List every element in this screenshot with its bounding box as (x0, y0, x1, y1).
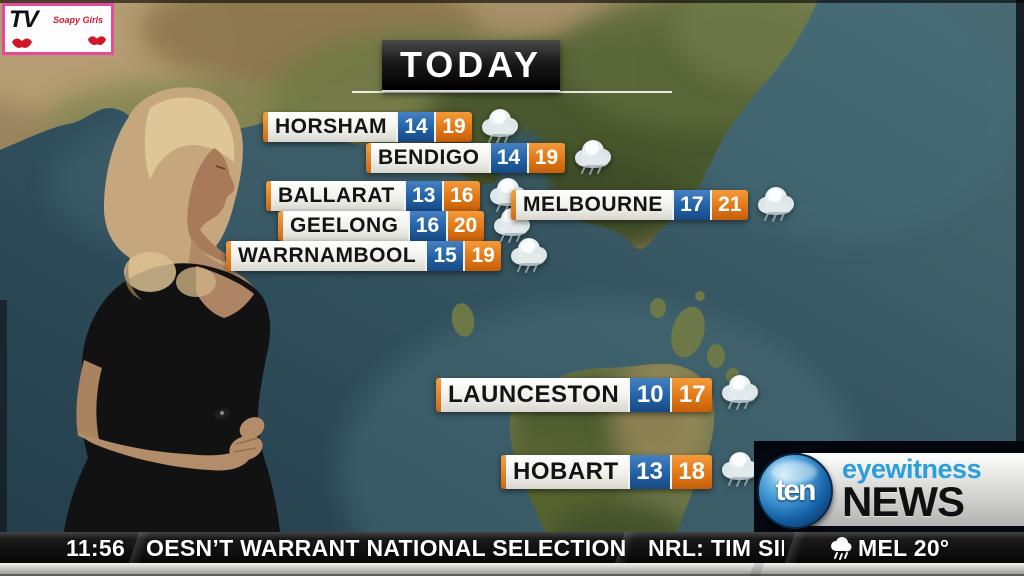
ticker-weather: MEL 20° (858, 535, 949, 562)
rain-cloud-icon (477, 106, 523, 144)
city-weather-row: GEELONG 16 20 (278, 208, 535, 243)
min-temp: 17 (671, 190, 710, 220)
max-temp: 20 (445, 211, 484, 241)
min-temp: 14 (488, 143, 527, 173)
lips-icon (12, 38, 32, 48)
ten-logo-label: ten (775, 474, 817, 507)
weather-presenter (64, 87, 280, 532)
ticker-divider (784, 532, 808, 563)
city-label: LAUNCESTON (441, 378, 629, 412)
city-weather-row: BENDIGO 14 19 (366, 140, 616, 175)
min-temp: 16 (407, 211, 446, 241)
rain-cloud-icon (570, 137, 616, 175)
city-label: GEELONG (283, 211, 408, 241)
ticker-base-divider (749, 563, 765, 576)
news-ticker: 11:56 OESN’T WARRANT NATIONAL SELECTION … (0, 532, 1024, 563)
label-accent-bar (436, 378, 441, 412)
max-temp: 18 (669, 455, 712, 489)
city-label: BALLARAT (271, 181, 404, 211)
ticker-base-strip (0, 563, 1024, 576)
city-weather-row: BALLARAT 13 16 (266, 178, 531, 213)
ticker-time: 11:56 (66, 535, 126, 561)
label-accent-bar (263, 112, 268, 142)
rain-cloud-icon (717, 372, 763, 412)
label-accent-bar (226, 241, 231, 271)
max-temp: 17 (670, 378, 713, 412)
max-temp: 19 (526, 143, 565, 173)
city-weather-row: WARRNAMBOOL 15 19 (226, 238, 552, 273)
label-accent-bar (511, 190, 516, 220)
news-label: NEWS (842, 478, 965, 525)
ticker-weather-location: MEL (858, 535, 908, 561)
rain-cloud-icon (506, 235, 552, 273)
ticker-headline: OESN’T WARRANT NATIONAL SELECTION (146, 535, 627, 561)
label-accent-bar (366, 143, 371, 173)
rain-cloud-icon (828, 536, 854, 566)
max-temp: 16 (441, 181, 480, 211)
city-weather-row: MELBOURNE 17 21 (511, 187, 799, 222)
channel-watermark: TV Soapy Girls (2, 3, 114, 55)
today-banner: TODAY (382, 40, 560, 92)
min-temp: 13 (403, 181, 442, 211)
network-logo-text: eyewitness NEWS (842, 454, 982, 525)
city-weather-row: HOBART 13 18 (501, 452, 763, 489)
max-temp: 19 (463, 241, 502, 271)
city-label: HORSHAM (268, 112, 396, 142)
max-temp: 19 (434, 112, 472, 142)
city-label: WARRNAMBOOL (231, 241, 426, 271)
city-weather-row: LAUNCESTON 10 17 (436, 375, 763, 412)
watermark-subtitle: Soapy Girls (53, 15, 104, 25)
lips-icon (87, 36, 107, 45)
rain-cloud-icon (717, 449, 763, 489)
ticker-sports-headline: NRL: TIM SIM (648, 535, 784, 561)
label-accent-bar (278, 211, 283, 241)
network-logo-plate (797, 453, 1024, 526)
min-temp: 13 (627, 455, 670, 489)
map-pointer-line (352, 91, 672, 93)
eyewitness-label: eyewitness (842, 454, 982, 484)
today-banner-label: TODAY (399, 44, 543, 85)
ticker-weather-temp: 20° (913, 535, 950, 561)
ten-logo-icon: ten (757, 453, 833, 529)
city-label: MELBOURNE (516, 190, 672, 220)
watermark-tv-label: TV (9, 6, 39, 33)
rain-cloud-icon (753, 184, 799, 222)
max-temp: 21 (709, 190, 748, 220)
city-label: HOBART (506, 455, 628, 489)
city-weather-row: HORSHAM 14 19 (263, 109, 523, 144)
min-temp: 10 (628, 378, 671, 412)
min-temp: 15 (425, 241, 464, 271)
city-label: BENDIGO (371, 143, 489, 173)
label-accent-bar (266, 181, 271, 211)
min-temp: 14 (396, 112, 434, 142)
label-accent-bar (501, 455, 506, 489)
